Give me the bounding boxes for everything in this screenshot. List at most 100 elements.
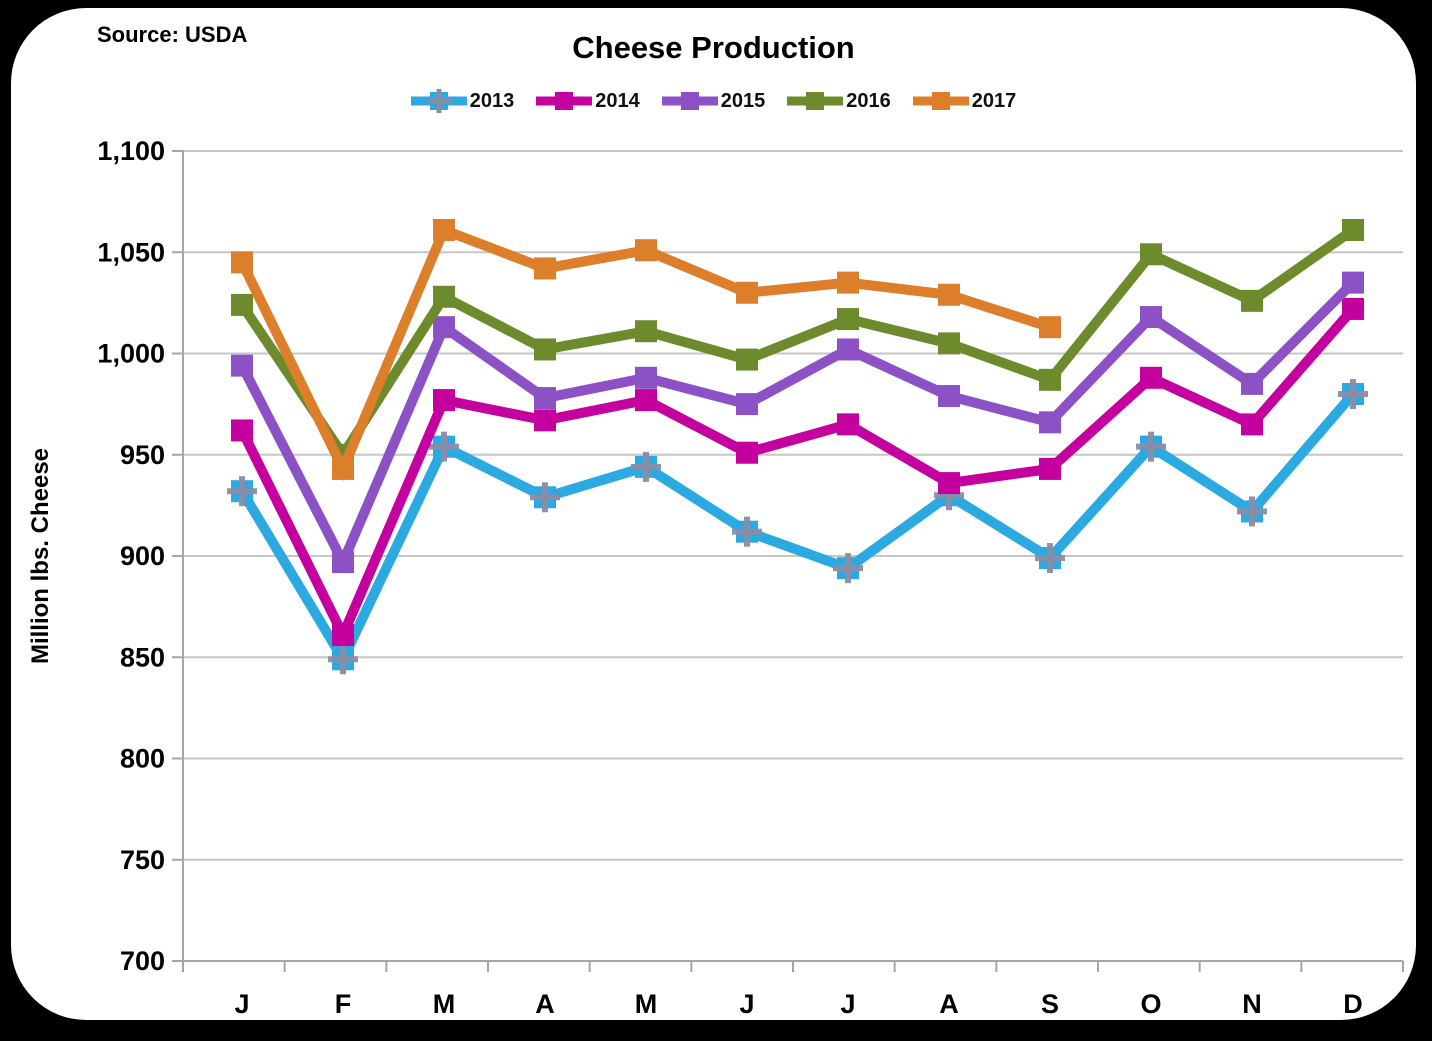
legend-label-2014: 2014 xyxy=(595,89,640,112)
chart-title: Cheese Production xyxy=(572,30,855,65)
marker-2015-A3 xyxy=(534,387,556,410)
series-2015 xyxy=(231,271,1364,574)
legend-item-2016: 2016 xyxy=(787,88,891,114)
legend-swatch-2017 xyxy=(912,92,969,110)
x-tick-label-6-J: J xyxy=(840,989,855,1019)
marker-2016-N10 xyxy=(1241,289,1263,312)
marker-2014-N10 xyxy=(1241,413,1263,436)
marker-2014-O9 xyxy=(1140,366,1162,389)
marker-2014-S8 xyxy=(1039,457,1061,480)
marker-plus-v xyxy=(441,431,447,462)
marker-2015-M4 xyxy=(635,366,657,389)
series-2014 xyxy=(231,297,1364,647)
marker-2017-F1 xyxy=(332,457,354,480)
y-tick-label-800: 800 xyxy=(120,744,165,774)
series-line-2017 xyxy=(237,223,1052,481)
marker-2016-A3 xyxy=(534,338,556,361)
marker-2017-J6 xyxy=(837,271,859,294)
axes xyxy=(172,150,1404,972)
marker-2015-J6 xyxy=(837,338,859,361)
marker-2015-J5 xyxy=(736,393,758,416)
x-tick-label-11-D: D xyxy=(1343,989,1363,1019)
marker-2014-D11 xyxy=(1342,297,1364,320)
marker-2016-M4 xyxy=(635,320,657,343)
marker-2015-N10 xyxy=(1241,372,1263,395)
y-tick-label-950: 950 xyxy=(120,440,165,470)
legend-swatch-2014 xyxy=(536,92,593,110)
y-axis-labels: 1,100 1,050 1,000 950 900 850 800 750 700 xyxy=(97,136,165,976)
series-line-2013 xyxy=(237,390,1357,670)
marker-2014-F1 xyxy=(332,623,354,646)
y-axis-title: Million lbs. Cheese xyxy=(27,448,54,664)
series-line-2016 xyxy=(237,225,1356,464)
marker-plus-v xyxy=(1350,379,1356,409)
marker-2014-M4 xyxy=(635,389,657,412)
marker-2016-A7 xyxy=(938,332,960,355)
legend-swatch-2016 xyxy=(787,92,844,110)
legend-item-2017: 2017 xyxy=(912,88,1017,114)
series-2017 xyxy=(231,218,1061,481)
marker-2015-D11 xyxy=(1342,271,1364,294)
marker-2015-A7 xyxy=(938,385,960,408)
marker-plus-v xyxy=(1249,496,1255,527)
legend-swatch-2013 xyxy=(410,89,467,113)
chart-legend: 2013 2014 2015 2016 2017 xyxy=(11,88,1416,114)
legend-label-2013: 2013 xyxy=(469,89,515,112)
series-line-2014 xyxy=(237,305,1357,647)
legend-item-2014: 2014 xyxy=(536,88,640,114)
legend-label-2017: 2017 xyxy=(971,89,1017,112)
marker-plus-v xyxy=(340,644,346,675)
y-tick-label-750: 750 xyxy=(120,845,165,875)
marker-2016-S8 xyxy=(1039,368,1061,391)
x-tick-label-1-F: F xyxy=(335,989,352,1019)
legend-marker-plus-v xyxy=(436,89,442,113)
legend-marker xyxy=(931,92,950,110)
marker-2015-F1 xyxy=(332,551,354,574)
gridlines xyxy=(183,150,1403,962)
marker-plus-v xyxy=(845,553,851,584)
x-tick-label-3-A: A xyxy=(535,989,555,1019)
y-tick-label-850: 850 xyxy=(120,642,165,672)
y-tick-label-1100: 1,100 xyxy=(97,136,165,166)
marker-plus-v xyxy=(1148,431,1154,462)
marker-2016-O9 xyxy=(1140,243,1162,266)
source-label: Source: USDA xyxy=(97,22,248,47)
y-tick-label-700: 700 xyxy=(120,946,165,976)
marker-2015-M2 xyxy=(433,316,455,339)
marker-2016-J5 xyxy=(736,348,758,371)
marker-2016-J0 xyxy=(231,293,253,316)
marker-2014-J0 xyxy=(231,419,253,442)
marker-2017-A3 xyxy=(534,257,556,280)
marker-plus-v xyxy=(744,516,750,547)
marker-2015-S8 xyxy=(1039,411,1061,434)
marker-2017-S8 xyxy=(1039,316,1061,339)
marker-2014-A7 xyxy=(938,472,960,495)
x-tick-label-7-A: A xyxy=(939,989,959,1019)
legend-marker xyxy=(680,92,699,110)
legend-marker xyxy=(806,92,825,110)
series-2013 xyxy=(227,379,1368,675)
x-tick-label-10-N: N xyxy=(1242,989,1262,1019)
marker-2014-J5 xyxy=(736,441,758,464)
marker-2014-J6 xyxy=(837,413,859,436)
x-tick-label-8-S: S xyxy=(1041,989,1059,1019)
marker-plus-v xyxy=(1047,543,1053,574)
marker-plus-v xyxy=(643,451,649,482)
x-tick-label-2-M: M xyxy=(433,989,456,1019)
x-tick-label-4-M: M xyxy=(635,989,658,1019)
marker-2015-O9 xyxy=(1140,306,1162,329)
series-2016 xyxy=(231,218,1364,466)
chart-panel: 1,100 1,050 1,000 950 900 850 800 750 700 J F M A M J J… xyxy=(11,8,1416,1020)
marker-2017-J5 xyxy=(736,281,758,304)
legend-swatch-2015 xyxy=(661,92,718,110)
legend-label-2016: 2016 xyxy=(846,89,891,112)
marker-2016-D11 xyxy=(1342,218,1364,241)
cheese-production-chart: 1,100 1,050 1,000 950 900 850 800 750 700 J F M A M J J… xyxy=(27,136,1404,1019)
x-tick-label-9-O: O xyxy=(1140,989,1161,1019)
y-tick-label-1000: 1,000 xyxy=(97,339,165,369)
series-line-2015 xyxy=(237,279,1357,574)
marker-2014-A3 xyxy=(534,409,556,432)
marker-2015-J0 xyxy=(231,354,253,377)
marker-2017-A7 xyxy=(938,283,960,306)
